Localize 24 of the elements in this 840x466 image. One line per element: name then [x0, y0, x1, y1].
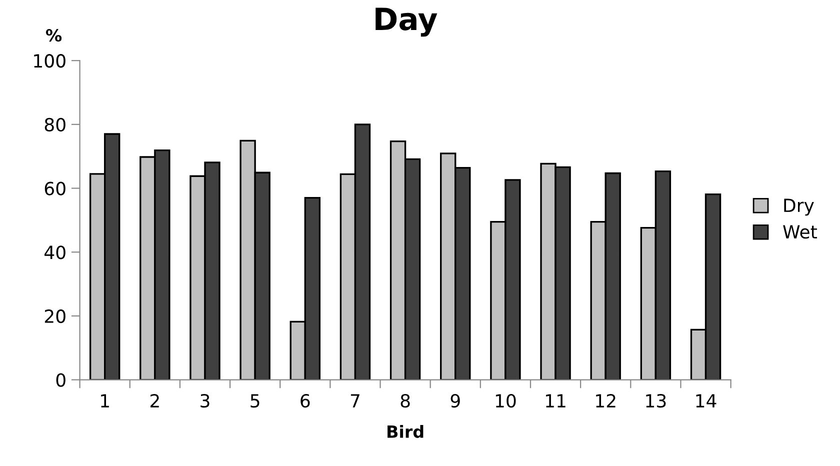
x-tick-label: 2 [150, 394, 159, 408]
x-tick-label: 13 [646, 394, 666, 408]
y-tick-label: 60 [44, 182, 66, 196]
x-tick-label: 5 [250, 394, 260, 408]
x-tick-label: 6 [300, 394, 310, 408]
legend-label: Wet [783, 225, 817, 239]
x-tick-label: 10 [496, 394, 516, 408]
y-tick-label: 0 [56, 373, 66, 387]
x-tick-label: 14 [696, 394, 716, 408]
y-tick-label: 40 [44, 246, 66, 260]
x-tick-label: 1 [101, 394, 109, 408]
legend-label: Dry [784, 198, 814, 216]
y-axis-title: % [46, 29, 62, 42]
y-tick-label: 20 [44, 309, 66, 324]
x-tick-label: 3 [200, 394, 210, 408]
x-tick-label: 9 [450, 394, 460, 408]
chart-title: Day [376, 8, 438, 37]
y-tick-label: 100 [34, 54, 66, 68]
x-tick-label: 12 [596, 394, 616, 408]
y-tick-label: 80 [44, 118, 66, 132]
x-axis-title: Bird [388, 425, 424, 438]
x-tick-label: 7 [350, 394, 360, 408]
x-tick-label: 11 [546, 394, 566, 408]
x-tick-label: 8 [400, 394, 410, 408]
